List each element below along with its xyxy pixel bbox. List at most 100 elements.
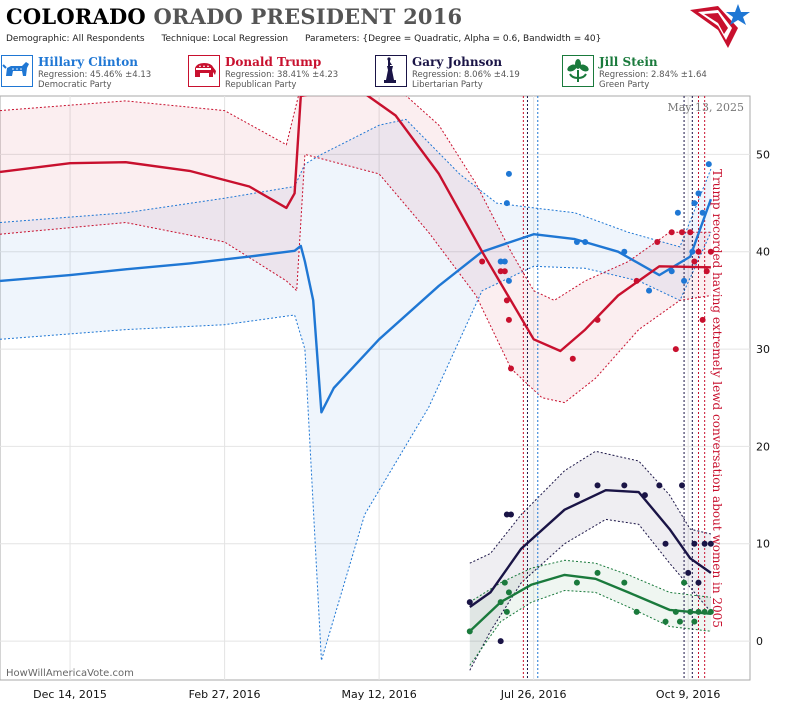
poll-point: [672, 346, 679, 353]
confidence-band: [0, 96, 711, 403]
poll-point: [573, 579, 580, 586]
x-tick-label: Oct 9, 2016: [656, 688, 721, 701]
candidate-name: Hillary Clinton: [38, 55, 138, 69]
poll-point: [674, 209, 681, 216]
x-tick-label: Jul 26, 2016: [500, 688, 567, 701]
poll-point: [656, 482, 663, 489]
poll-point: [691, 258, 698, 265]
poll-point: [695, 190, 702, 197]
poll-point: [633, 277, 640, 284]
x-tick-label: May 12, 2016: [342, 688, 417, 701]
poll-point: [501, 258, 508, 265]
demographic-label: Demographic: All Respondents: [6, 34, 145, 44]
y-tick-label: 20: [756, 440, 770, 453]
poll-point: [685, 569, 692, 576]
poll-point: [699, 316, 706, 323]
legend-jill-stein: Jill Stein Regression: 2.84% ±1.64 Green…: [561, 54, 744, 92]
candidate-name: Donald Trump: [225, 55, 322, 69]
upper-bound-line: [469, 559, 711, 603]
poll-point: [646, 287, 653, 294]
poll-point: [501, 579, 508, 586]
confidence-band: [0, 119, 711, 661]
poll-point: [582, 239, 589, 245]
candidate-party: Democratic Party: [38, 80, 112, 90]
poll-point: [691, 200, 698, 207]
flower-icon: [562, 55, 594, 87]
poll-point: [621, 579, 628, 586]
poll-point: [594, 482, 601, 489]
poll-point: [687, 229, 694, 236]
poll-point: [507, 365, 514, 372]
upper-bound-line: [0, 118, 712, 248]
poll-point: [573, 492, 580, 499]
legend-donald-trump: Donald Trump Regression: 38.41% ±4.23 Re…: [187, 54, 370, 92]
poll-point: [679, 482, 686, 489]
poll-point: [662, 618, 669, 625]
poll-point: [505, 589, 512, 596]
poll-point: [505, 277, 512, 284]
poll-point: [573, 239, 580, 245]
site-logo: [690, 4, 750, 48]
regression-line: [0, 96, 711, 353]
poll-point: [621, 248, 628, 255]
poll-point: [497, 258, 504, 265]
legend-hillary-clinton: Hillary Clinton Regression: 45.46% ±4.13…: [0, 54, 183, 92]
title-rest: ORADO PRESIDENT 2016: [153, 4, 463, 29]
lower-bound-line: [469, 589, 711, 666]
poll-point: [695, 248, 702, 255]
poll-point: [654, 239, 661, 245]
regression-line: [0, 198, 713, 414]
legend-gary-johnson: Gary Johnson Regression: 8.06% ±4.19 Lib…: [374, 54, 557, 92]
poll-point: [676, 618, 683, 625]
lower-bound-line: [0, 232, 712, 661]
candidate-party: Republican Party: [225, 80, 297, 90]
poll-point: [695, 579, 702, 586]
event-annotation: Trump recorded having extremely lewd con…: [710, 169, 724, 628]
poll-point: [503, 608, 510, 615]
poll-point: [641, 492, 648, 499]
y-tick-label: 40: [756, 246, 770, 259]
y-tick-label: 10: [756, 538, 770, 551]
candidate-party: Green Party: [599, 80, 650, 90]
poll-point: [691, 618, 698, 625]
watermark: HowWillAmericaVote.com: [6, 668, 134, 679]
poll-point: [707, 608, 714, 615]
poll-point: [503, 200, 510, 207]
poll-point: [466, 599, 473, 606]
elephant-icon: [188, 55, 220, 87]
poll-point: [594, 569, 601, 576]
poll-point: [689, 248, 696, 255]
poll-point: [681, 579, 688, 586]
poll-point: [691, 540, 698, 547]
poll-point: [703, 268, 710, 275]
chart-title: COLORADO ORADO PRESIDENT 2016: [6, 4, 462, 29]
poll-point: [466, 628, 473, 635]
chart-header: COLORADO ORADO PRESIDENT 2016 Demographi…: [0, 0, 789, 95]
candidate-regression: Regression: 2.84% ±1.64: [599, 70, 707, 80]
parameters-label: Parameters: {Degree = Quadratic, Alpha =…: [305, 34, 602, 44]
poll-point: [503, 511, 510, 518]
poll-point: [707, 248, 714, 255]
poll-point: [497, 599, 504, 606]
poll-point: [497, 638, 504, 645]
poll-point: [668, 268, 675, 275]
candidate-name: Jill Stein: [599, 55, 658, 69]
poll-point: [695, 608, 702, 615]
plot-layers: [0, 96, 714, 680]
candidate-regression: Regression: 45.46% ±4.13: [38, 70, 152, 80]
x-tick-label: Dec 14, 2015: [33, 688, 107, 701]
poll-point: [699, 209, 706, 216]
upper-bound-line: [0, 96, 711, 301]
poll-point: [672, 608, 679, 615]
poll-point: [668, 229, 675, 236]
candidate-regression: Regression: 38.41% ±4.23: [225, 70, 339, 80]
poll-point: [633, 608, 640, 615]
y-tick-label: 0: [756, 635, 763, 648]
poll-point: [505, 170, 512, 177]
poll-point: [662, 540, 669, 547]
poll-point: [505, 316, 512, 323]
poll-point: [679, 229, 686, 236]
poll-point: [569, 355, 576, 362]
poll-point: [507, 511, 514, 518]
y-tick-label: 30: [756, 343, 770, 356]
